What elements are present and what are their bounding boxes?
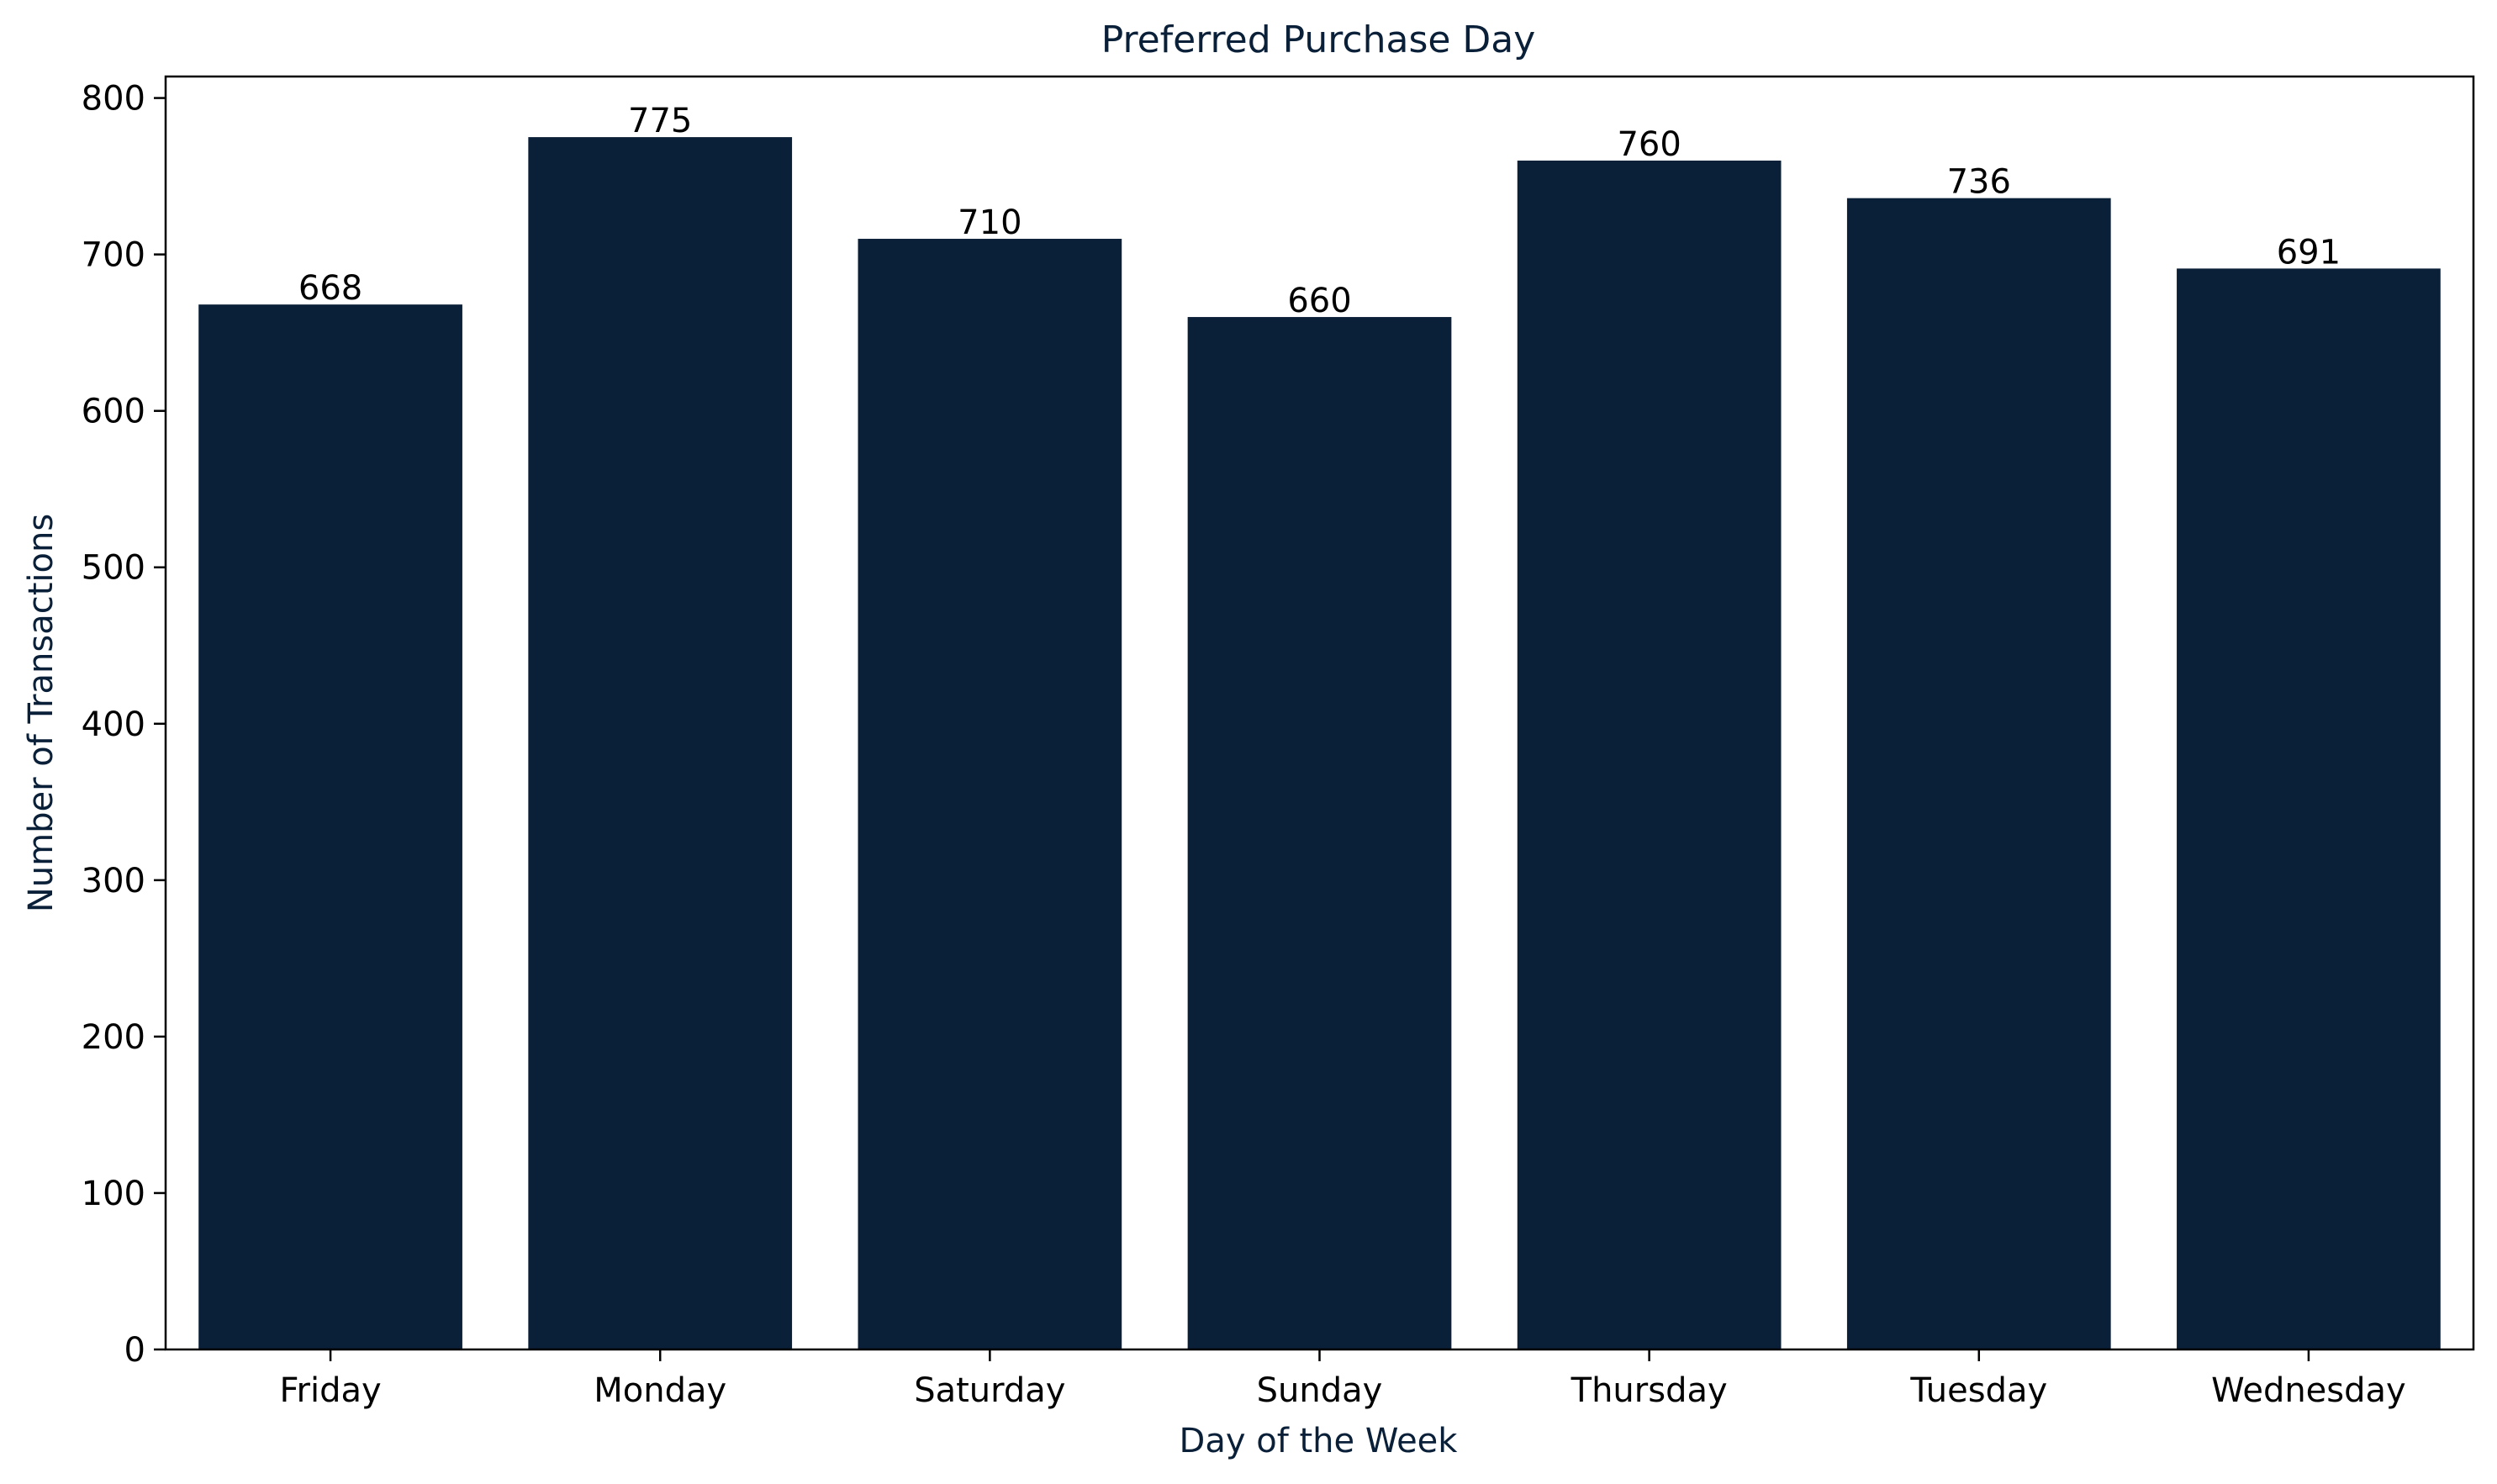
y-tick-label-200: 200 xyxy=(82,1018,145,1057)
data-label-wednesday: 691 xyxy=(2277,233,2341,272)
data-labels-group: 668 775 710 660 760 736 691 xyxy=(298,102,2341,320)
x-axis-ticks: Friday Monday Saturday Sunday Thursday Tuesda… xyxy=(279,1349,2406,1410)
data-label-friday: 668 xyxy=(298,269,362,308)
x-tick-label-sunday: Sunday xyxy=(1257,1371,1383,1410)
y-tick-label-400: 400 xyxy=(82,705,145,744)
y-tick-label-0: 0 xyxy=(124,1331,145,1370)
x-tick-label-tuesday: Tuesday xyxy=(1909,1371,2047,1410)
data-label-saturday: 710 xyxy=(958,203,1022,242)
bar-saturday xyxy=(858,239,1122,1349)
y-tick-label-800: 800 xyxy=(82,80,145,119)
y-tick-label-700: 700 xyxy=(82,236,145,275)
x-tick-label-saturday: Saturday xyxy=(914,1371,1065,1410)
x-axis-label: Day of the Week xyxy=(1180,1422,1459,1460)
y-tick-label-300: 300 xyxy=(82,862,145,900)
bars-group xyxy=(198,137,2441,1350)
data-label-tuesday: 736 xyxy=(1947,163,2011,202)
y-tick-label-500: 500 xyxy=(82,549,145,588)
x-tick-label-monday: Monday xyxy=(594,1371,726,1410)
data-label-thursday: 760 xyxy=(1617,125,1681,164)
x-tick-label-friday: Friday xyxy=(279,1371,381,1410)
data-label-sunday: 660 xyxy=(1287,282,1351,320)
plot-frame xyxy=(164,75,2475,1351)
y-tick-label-100: 100 xyxy=(82,1175,145,1213)
bar-monday xyxy=(528,137,793,1350)
bar-wednesday xyxy=(2177,268,2441,1349)
chart-title: Preferred Purchase Day xyxy=(1101,18,1536,61)
bar-friday xyxy=(198,304,462,1349)
y-tick-label-600: 600 xyxy=(82,393,145,431)
data-label-monday: 775 xyxy=(628,102,692,140)
bar-thursday xyxy=(1517,161,1782,1350)
bar-sunday xyxy=(1187,317,1452,1349)
y-axis-label: Number of Transactions xyxy=(22,514,61,912)
x-tick-label-wednesday: Wednesday xyxy=(2211,1371,2406,1410)
y-axis-ticks: 0 100 200 300 400 500 600 700 800 xyxy=(82,80,166,1370)
bar-tuesday xyxy=(1846,198,2111,1349)
x-tick-label-thursday: Thursday xyxy=(1571,1371,1728,1410)
